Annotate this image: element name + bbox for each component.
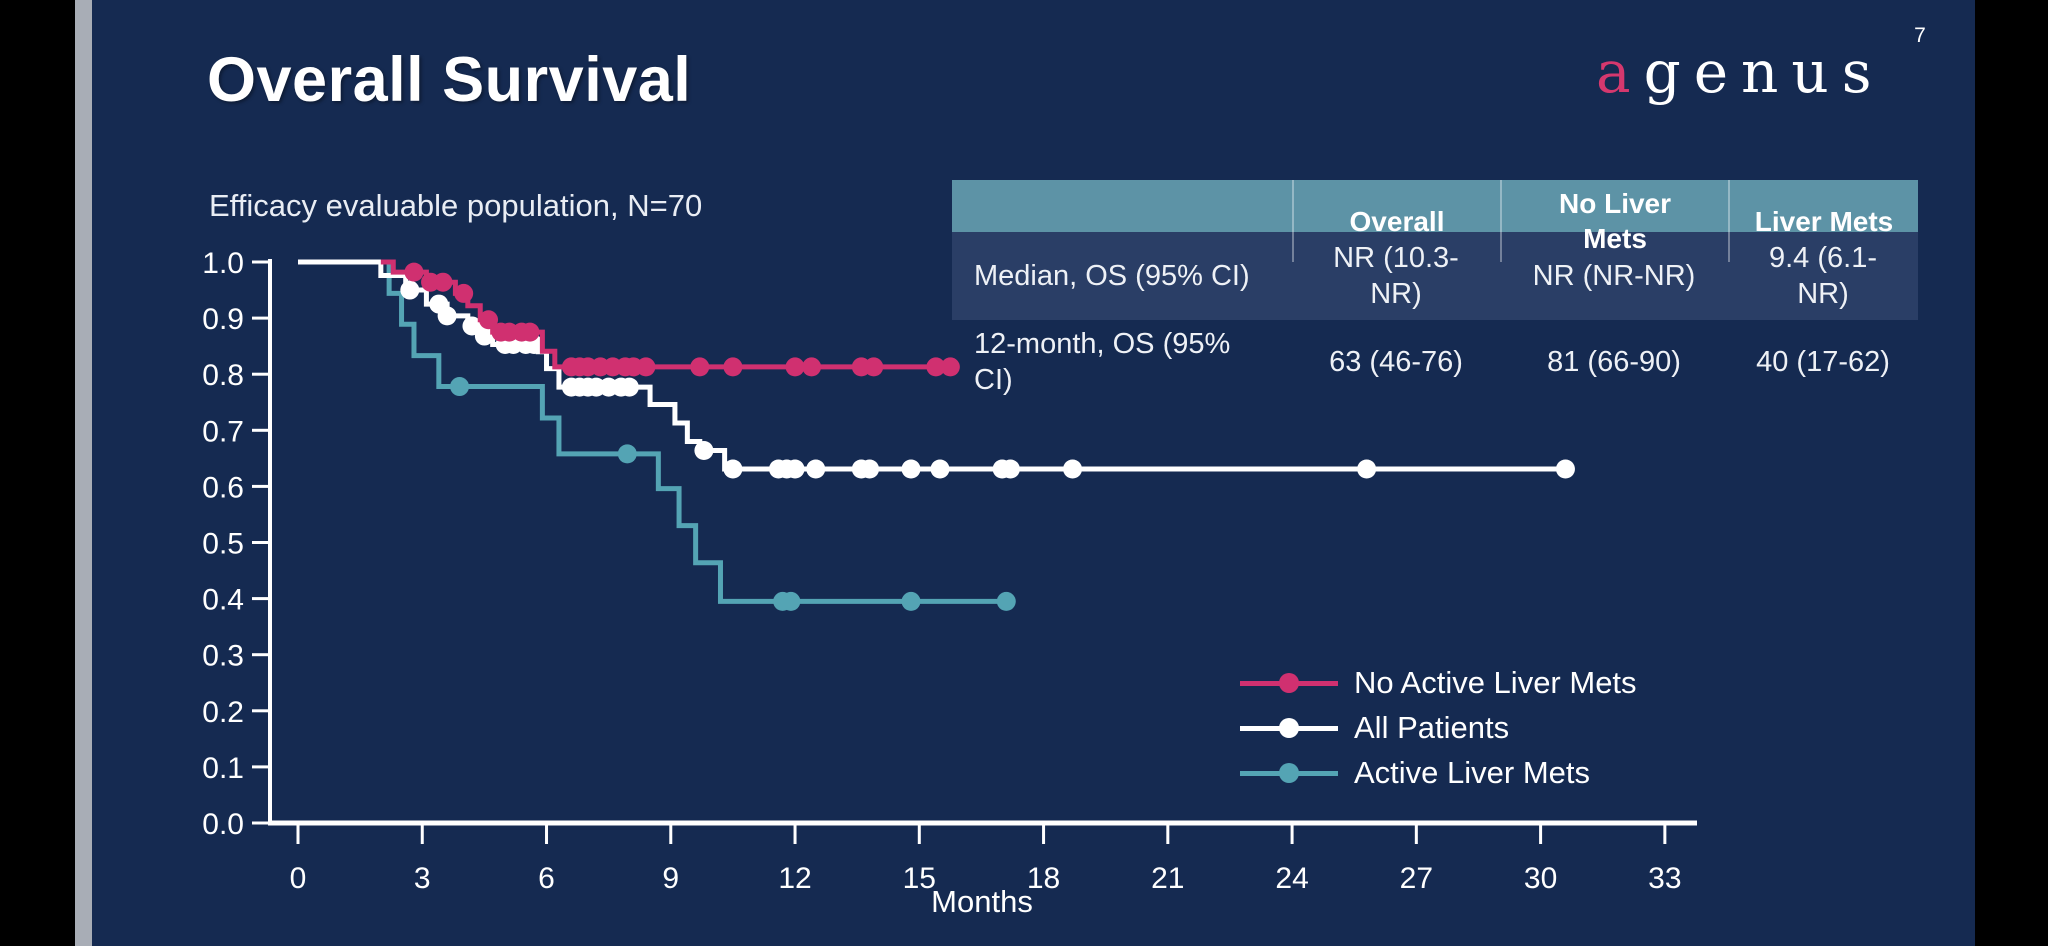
censor-marker-no-active-liver-mets	[690, 357, 710, 377]
x-tick-label: 0	[290, 862, 307, 895]
median-liver-mets-value: 9.4 (6.1-NR)	[1769, 241, 1877, 310]
y-tick-label: 0.9	[202, 303, 244, 336]
censor-marker-all-patients	[694, 440, 714, 460]
x-tick-label: 15	[903, 862, 936, 895]
censor-marker-no-active-liver-mets	[479, 310, 499, 330]
twelve-month-overall-value: 63 (46-76)	[1329, 346, 1463, 379]
y-tick-label: 0.7	[202, 415, 244, 448]
censor-marker-active-liver-mets	[617, 444, 637, 464]
median-overall-value: NR (10.3-NR)	[1333, 241, 1459, 310]
page-subtitle: Efficacy evaluable population, N=70	[209, 188, 703, 223]
censor-marker-no-active-liver-mets	[636, 357, 656, 377]
legend-item-no-active-liver-mets: No Active Liver Mets	[1240, 660, 1637, 705]
y-tick-label: 0.1	[202, 752, 244, 785]
censor-marker-all-patients	[1357, 459, 1377, 479]
series-path-active-liver-mets	[384, 259, 1007, 604]
chart-legend: No Active Liver Mets All Patients Active…	[1240, 660, 1637, 795]
y-tick-label: 0.0	[202, 808, 244, 841]
y-tick-label: 1.0	[202, 247, 244, 280]
censor-marker-all-patients	[400, 280, 420, 300]
logo-letter-a: a	[1596, 38, 1644, 106]
censor-marker-all-patients	[1063, 459, 1083, 479]
y-tick-label: 0.3	[202, 640, 244, 673]
x-tick-label: 18	[1027, 862, 1060, 895]
censor-marker-all-patients	[901, 459, 921, 479]
censor-marker-all-patients	[723, 459, 743, 479]
censor-marker-active-liver-mets	[901, 591, 921, 611]
x-tick-label: 9	[662, 862, 679, 895]
median-no-liver-mets-value: NR (NR-NR)	[1532, 259, 1696, 292]
y-tick-label: 0.5	[202, 528, 244, 561]
censor-marker-all-patients	[860, 459, 880, 479]
x-tick-label: 6	[538, 862, 555, 895]
x-tick-label: 30	[1524, 862, 1557, 895]
censor-marker-all-patients	[930, 459, 950, 479]
slide-page-number: 7	[1914, 24, 1926, 47]
table-header-overall: Overall	[1292, 180, 1500, 262]
censor-marker-active-liver-mets	[781, 591, 801, 611]
censor-marker-all-patients	[474, 326, 494, 346]
x-tick-label: 21	[1151, 862, 1184, 895]
censor-marker-no-active-liver-mets	[785, 357, 805, 377]
legend-label: All Patients	[1354, 709, 1510, 745]
legend-item-active-liver-mets: Active Liver Mets	[1240, 750, 1637, 795]
row-label: 12-month, OS (95% CI)	[974, 328, 1231, 397]
censor-marker-no-active-liver-mets	[404, 262, 424, 282]
y-tick-label: 0.4	[202, 584, 244, 617]
censor-marker-all-patients	[1555, 459, 1575, 479]
x-axis-title: Months	[931, 884, 1033, 919]
logo-letters-rest: genus	[1643, 38, 1885, 106]
x-tick-label: 33	[1648, 862, 1681, 895]
censor-marker-all-patients	[619, 377, 639, 397]
x-tick-label: 24	[1275, 862, 1308, 895]
censor-marker-all-patients	[437, 306, 457, 326]
censor-marker-all-patients	[806, 459, 826, 479]
censor-marker-no-active-liver-mets	[926, 357, 946, 377]
legend-label: No Active Liver Mets	[1354, 664, 1637, 700]
censor-marker-active-liver-mets	[996, 591, 1016, 611]
legend-label: Active Liver Mets	[1354, 754, 1591, 790]
twelve-month-liver-mets-value: 40 (17-62)	[1756, 346, 1890, 379]
x-tick-label: 3	[414, 862, 431, 895]
censor-marker-no-active-liver-mets	[723, 357, 743, 377]
censor-marker-no-active-liver-mets	[864, 357, 884, 377]
legend-line-dot-sample	[1240, 672, 1338, 693]
x-tick-label: 27	[1400, 862, 1433, 895]
legend-line-dot-sample	[1240, 717, 1338, 738]
censor-marker-no-active-liver-mets	[454, 283, 474, 303]
twelve-month-no-liver-mets-value: 81 (66-90)	[1547, 346, 1681, 379]
censor-marker-no-active-liver-mets	[433, 272, 453, 292]
slide-background	[92, 0, 1975, 946]
y-tick-label: 0.6	[202, 471, 244, 504]
table-row-12-month: 12-month, OS (95% CI) 63 (46-76) 81 (66-…	[952, 320, 1918, 405]
censor-marker-active-liver-mets	[450, 377, 470, 397]
y-tick-label: 0.2	[202, 696, 244, 729]
table-header-liver-mets: Liver Mets	[1728, 180, 1918, 262]
window-edge-bar	[75, 0, 92, 946]
x-tick-label: 12	[778, 862, 811, 895]
agenus-logo: agenus	[1596, 38, 1885, 106]
censor-marker-no-active-liver-mets	[940, 357, 960, 377]
page-title: Overall Survival	[207, 45, 692, 115]
censor-marker-all-patients	[785, 459, 805, 479]
censor-marker-no-active-liver-mets	[520, 322, 540, 342]
row-label: Median, OS (95% CI)	[974, 259, 1250, 292]
legend-item-all-patients: All Patients	[1240, 705, 1637, 750]
table-header-row: Overall No Liver Mets Liver Mets	[952, 180, 1918, 262]
censor-marker-no-active-liver-mets	[802, 357, 822, 377]
table-row-median: Median, OS (95% CI) NR (10.3-NR) NR (NR-…	[952, 232, 1918, 320]
censor-marker-all-patients	[1000, 459, 1020, 479]
y-tick-label: 0.8	[202, 359, 244, 392]
legend-line-dot-sample	[1240, 762, 1338, 783]
os-results-table: Overall No Liver Mets Liver Mets Median,…	[952, 180, 1918, 405]
table-header-no-liver-mets: No Liver Mets	[1500, 180, 1728, 262]
